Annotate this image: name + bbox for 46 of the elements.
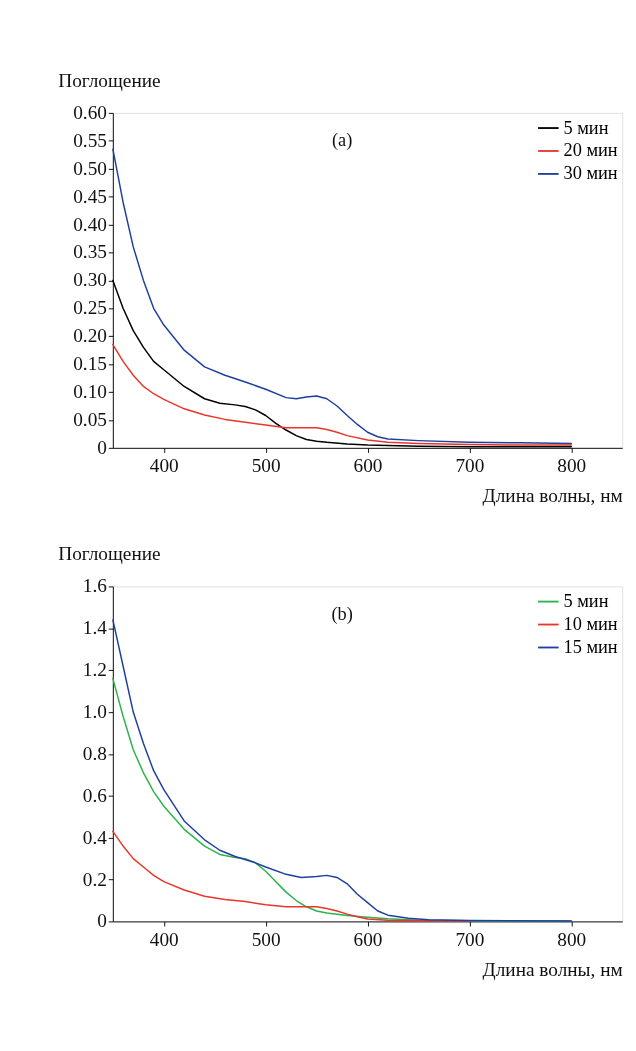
y-tick-label: 0.8: [82, 742, 107, 764]
y-tick-label: 0.4: [82, 826, 108, 848]
y-axis-title: Поглощение: [58, 543, 161, 565]
x-tick-label: 500: [251, 928, 281, 950]
y-tick-label: 0.6: [82, 784, 108, 806]
x-tick-label: 800: [557, 928, 587, 950]
legend-label: 10 мин: [563, 614, 618, 635]
y-tick-label: 0: [97, 910, 107, 932]
x-axis-title: Длина волны, нм: [482, 959, 623, 981]
y-tick-label: 0.05: [73, 408, 107, 430]
y-tick-label: 0.10: [73, 381, 107, 403]
x-tick-label: 800: [557, 455, 587, 477]
legend-label: 20 мин: [563, 140, 618, 161]
y-tick-label: 0.40: [73, 213, 107, 235]
legend-label: 30 мин: [563, 163, 618, 184]
y-tick-label: 0.20: [73, 325, 107, 347]
x-axis-title: Длина волны, нм: [482, 485, 623, 507]
x-tick-label: 600: [353, 928, 383, 950]
y-tick-label: 1.0: [82, 701, 107, 723]
y-tick-label: 1.2: [82, 659, 107, 681]
y-axis-title: Поглощение: [58, 69, 161, 91]
x-tick-label: 700: [455, 928, 485, 950]
y-tick-label: 0.35: [73, 241, 107, 263]
y-tick-label: 0.30: [73, 269, 107, 291]
y-tick-label: 0.60: [73, 101, 107, 123]
annotation: (b): [331, 603, 353, 625]
line-series: [112, 343, 573, 446]
y-tick-label: 0: [97, 436, 107, 458]
y-tick-label: 0.15: [73, 353, 107, 375]
y-tick-label: 0.50: [73, 157, 107, 179]
y-tick-label: 0.45: [73, 185, 107, 207]
x-tick-label: 600: [353, 455, 383, 477]
legend-label: 15 мин: [563, 637, 618, 657]
y-tick-label: 0.55: [73, 129, 107, 151]
x-tick-label: 400: [149, 455, 179, 477]
x-tick-label: 500: [251, 455, 281, 477]
y-tick-label: 0.25: [73, 297, 107, 319]
y-tick-label: 1.4: [82, 617, 108, 639]
line-series: [112, 830, 471, 922]
legend-label: 5 мин: [563, 117, 609, 138]
x-tick-label: 700: [455, 455, 485, 477]
annotation: (a): [331, 129, 353, 151]
legend-label: 5 мин: [563, 591, 609, 612]
x-tick-label: 400: [149, 928, 179, 950]
y-tick-label: 0.2: [82, 868, 107, 890]
y-tick-label: 1.6: [82, 575, 108, 597]
